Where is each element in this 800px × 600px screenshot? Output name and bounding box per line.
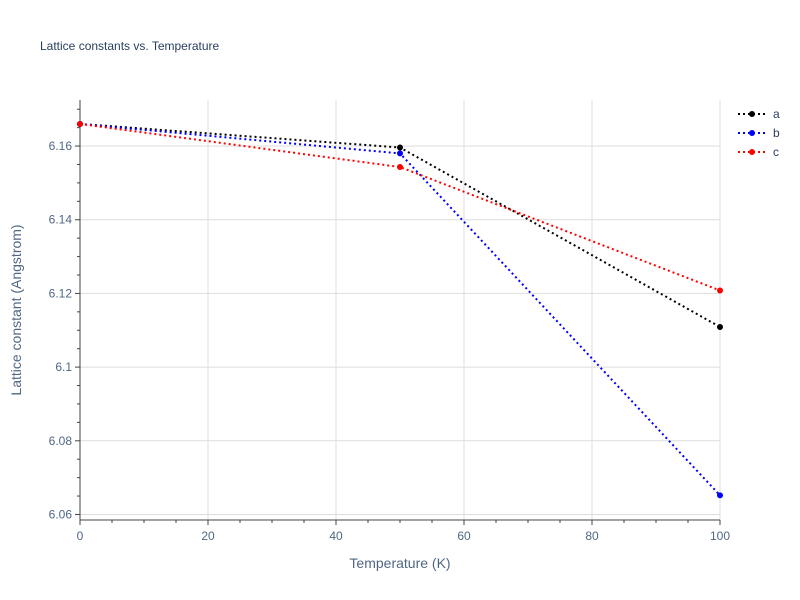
y-tick-label: 6.12 (49, 286, 73, 300)
legend-label-b: b (773, 126, 780, 140)
series-c (77, 120, 723, 294)
x-tick-label: 60 (457, 529, 471, 543)
legend-marker-c (749, 149, 755, 155)
series-line-c (79, 122, 721, 292)
y-tick-label: 6.1 (55, 360, 72, 374)
series-b (77, 120, 723, 499)
legend-marker-b (749, 130, 755, 136)
x-tick-label: 80 (585, 529, 599, 543)
x-tick-label: 100 (710, 529, 730, 543)
legend-item-a[interactable]: a (738, 107, 780, 121)
x-tick-label: 40 (329, 529, 343, 543)
legend-label-a: a (773, 107, 780, 121)
legend-marker-a (749, 111, 755, 117)
y-tick-label: 6.08 (49, 434, 73, 448)
data-point-b[interactable] (717, 492, 723, 499)
x-axis-title: Temperature (K) (349, 555, 450, 571)
data-point-b[interactable] (397, 150, 403, 157)
data-point-c[interactable] (77, 120, 83, 127)
y-tick-label: 6.14 (49, 213, 73, 227)
series-line-b (79, 122, 721, 496)
data-point-a[interactable] (717, 323, 723, 330)
y-tick-label: 6.16 (49, 139, 73, 153)
plot-area (77, 120, 723, 499)
axes (75, 100, 721, 525)
data-point-c[interactable] (397, 164, 403, 171)
data-point-a[interactable] (397, 144, 403, 151)
y-axis-title: Lattice constant (Angstrom) (8, 224, 24, 395)
legend-item-c[interactable]: c (738, 145, 779, 159)
y-tick-label: 6.06 (49, 507, 73, 521)
tick-labels: 0 20 40 60 80 100 6.06 6.08 6.1 6.12 6.14 6.16 (49, 139, 731, 543)
x-tick-label: 0 (77, 529, 84, 543)
legend-label-c: c (773, 145, 779, 159)
data-point-c[interactable] (717, 287, 723, 294)
grid (80, 100, 721, 520)
legend[interactable]: abc (738, 107, 780, 159)
x-tick-label: 20 (201, 529, 215, 543)
chart-title: Lattice constants vs. Temperature (40, 39, 220, 53)
legend-item-b[interactable]: b (738, 126, 780, 140)
